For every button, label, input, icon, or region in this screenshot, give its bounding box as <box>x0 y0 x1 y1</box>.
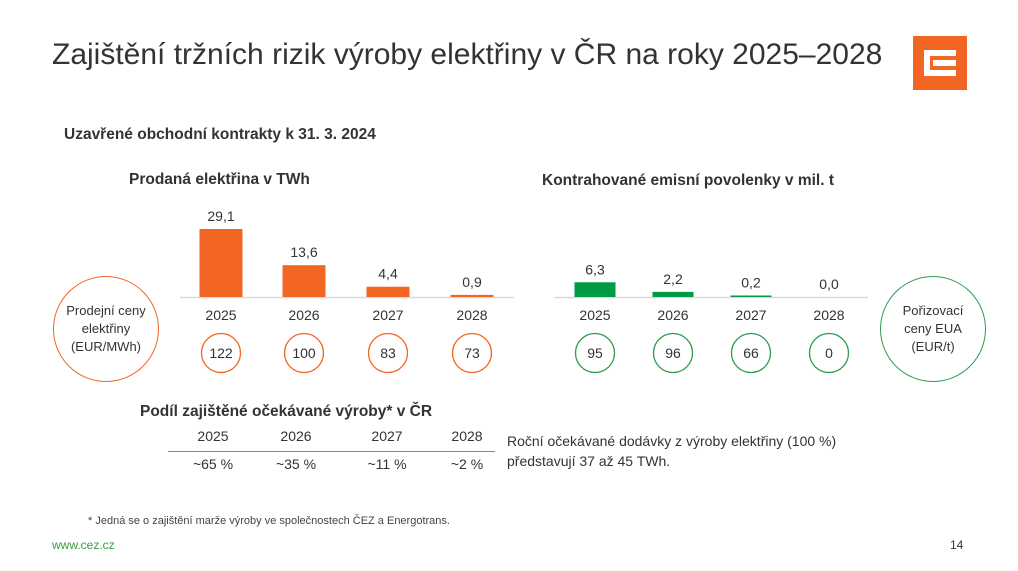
price-circle-electricity <box>451 332 493 374</box>
bar-allowances-2026 <box>652 291 694 297</box>
price-value-electricity: 122 <box>209 345 233 361</box>
bar-allowances-2027 <box>730 295 772 297</box>
section-subtitle: Uzavřené obchodní kontrakty k 31. 3. 202… <box>64 126 376 143</box>
price-circle-electricity <box>283 332 325 374</box>
bar-electricity-2028 <box>450 294 494 297</box>
page-number: 14 <box>950 538 964 552</box>
data-label-electricity: 13,6 <box>290 244 317 260</box>
data-label-electricity: 0,9 <box>462 274 482 290</box>
price-value-allowances: 66 <box>743 345 759 361</box>
bar-allowances-2025 <box>574 282 616 297</box>
website-link[interactable]: www.cez.cz <box>52 538 115 552</box>
price-value-electricity: 73 <box>464 345 480 361</box>
category-label-electricity: 2025 <box>205 307 236 323</box>
data-label-electricity: 4,4 <box>378 266 398 282</box>
hedge-table-divider <box>168 451 495 452</box>
category-label-electricity: 2026 <box>288 307 319 323</box>
data-label-electricity: 29,1 <box>207 208 234 224</box>
hedge-share: ~2 % <box>450 456 484 472</box>
hedge-share: ~35 % <box>275 456 317 472</box>
data-label-allowances: 2,2 <box>663 271 683 287</box>
price-circle-allowances <box>652 332 694 374</box>
data-label-allowances: 0,0 <box>819 276 839 292</box>
price-circle-allowances <box>574 332 616 374</box>
cez-logo <box>913 36 967 90</box>
price-legend-eua: Pořizovací ceny EUA (EUR/t) <box>880 276 986 382</box>
price-circle-allowances <box>808 332 850 374</box>
category-label-allowances: 2026 <box>657 307 688 323</box>
bar-electricity-2027 <box>366 286 410 297</box>
data-label-allowances: 6,3 <box>585 261 605 277</box>
price-value-electricity: 100 <box>292 345 316 361</box>
category-label-electricity: 2027 <box>372 307 403 323</box>
price-legend-electricity-label: Prodejní ceny elektřiny (EUR/MWh) <box>66 303 146 354</box>
price-value-allowances: 96 <box>665 345 681 361</box>
hedge-table-title: Podíl zajištěné očekávané výroby* v ČR <box>140 403 433 420</box>
footnote: * Jedná se o zajištění marže výroby ve s… <box>88 515 450 527</box>
price-legend-eua-label: Pořizovací ceny EUA (EUR/t) <box>902 303 964 354</box>
page-title: Zajištění tržních rizik výroby elektřiny… <box>52 38 883 71</box>
data-label-allowances: 0,2 <box>741 275 761 291</box>
category-label-allowances: 2025 <box>579 307 610 323</box>
chart-title-electricity: Prodaná elektřina v TWh <box>129 171 310 188</box>
category-label-electricity: 2028 <box>456 307 487 323</box>
chart-title-allowances: Kontrahované emisní povolenky v mil. t <box>542 172 834 189</box>
hedge-year: 2028 <box>451 428 483 444</box>
category-label-allowances: 2028 <box>813 307 844 323</box>
annual-delivery-note: Roční očekávané dodávky z výroby elektři… <box>507 433 837 469</box>
hedge-share: ~65 % <box>192 456 234 472</box>
price-circle-electricity <box>200 332 242 374</box>
price-value-allowances: 0 <box>825 345 833 361</box>
bar-electricity-2025 <box>199 229 243 297</box>
price-circle-allowances <box>730 332 772 374</box>
hedge-year: 2026 <box>280 428 312 444</box>
price-circle-electricity <box>367 332 409 374</box>
bar-electricity-2026 <box>282 265 326 297</box>
price-value-electricity: 83 <box>380 345 396 361</box>
price-value-allowances: 95 <box>587 345 603 361</box>
hedge-year: 2027 <box>371 428 403 444</box>
hedge-share: ~11 % <box>367 456 407 472</box>
category-label-allowances: 2027 <box>735 307 766 323</box>
hedge-year: 2025 <box>197 428 229 444</box>
price-legend-electricity: Prodejní ceny elektřiny (EUR/MWh) <box>53 276 159 382</box>
